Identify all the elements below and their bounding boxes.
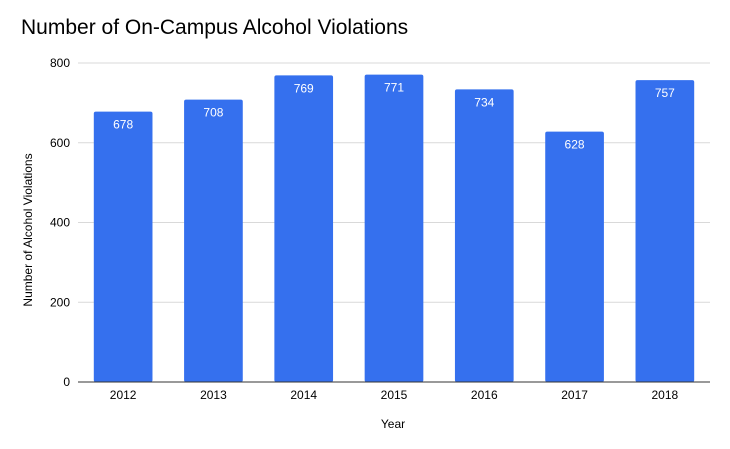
x-tick-label: 2012 <box>110 388 137 402</box>
x-tick-label: 2013 <box>200 388 227 402</box>
bar <box>274 75 334 382</box>
x-tick-label: 2018 <box>652 388 679 402</box>
bar <box>184 99 243 382</box>
data-label: 678 <box>113 118 133 132</box>
data-label: 734 <box>474 95 494 109</box>
bar <box>364 74 424 382</box>
data-label: 771 <box>384 81 404 95</box>
y-tick-label: 0 <box>63 375 70 389</box>
y-tick-label: 600 <box>50 136 70 150</box>
data-label: 757 <box>655 86 675 100</box>
bar <box>93 111 153 383</box>
y-axis-label: Number of Alcohol Violations <box>21 153 35 306</box>
x-axis-label: Year <box>381 417 405 431</box>
chart-title: Number of On-Campus Alcohol Violations <box>21 16 409 39</box>
x-tick-label: 2016 <box>471 388 498 402</box>
y-tick-label: 400 <box>50 216 70 230</box>
data-label: 708 <box>203 106 223 120</box>
axes: 0 200 400 600 800 2012 2013 2014 2015 2016 2017 201… <box>50 56 710 402</box>
data-label: 769 <box>294 81 314 95</box>
y-tick-label: 800 <box>50 56 70 70</box>
bar <box>545 131 604 382</box>
bar <box>454 89 514 382</box>
y-tick-label: 200 <box>50 295 70 309</box>
bar <box>635 80 695 383</box>
x-tick-label: 2015 <box>381 388 408 402</box>
x-tick-label: 2017 <box>561 388 588 402</box>
x-tick-label: 2014 <box>290 388 317 402</box>
data-label: 628 <box>565 138 585 152</box>
bars: 678 708 769 771 734 628 757 <box>93 74 695 383</box>
